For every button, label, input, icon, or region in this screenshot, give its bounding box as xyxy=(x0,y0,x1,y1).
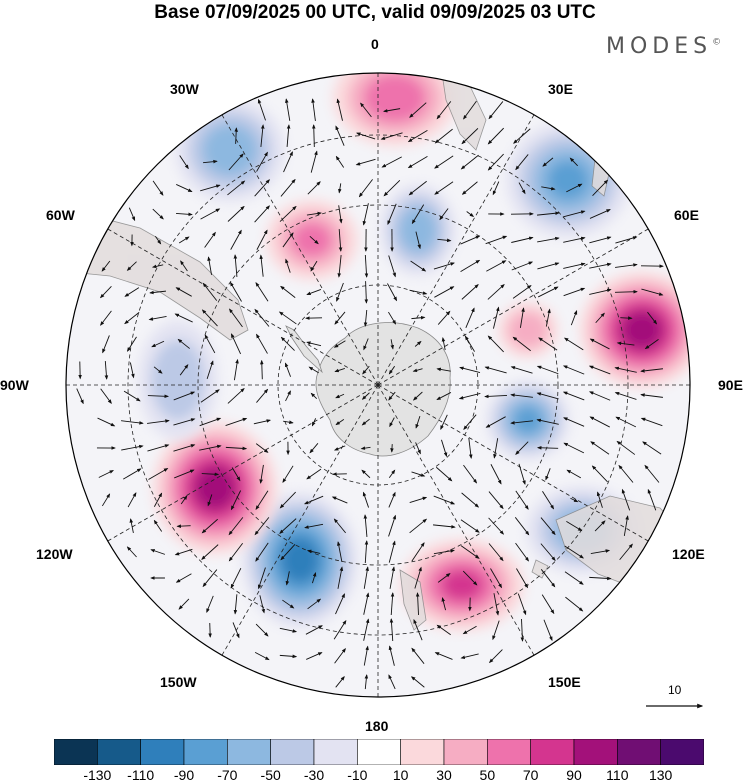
colorbar-label: 30 xyxy=(436,767,452,783)
brand-copyright: © xyxy=(712,37,722,48)
lon-label-120w: 120W xyxy=(36,546,73,562)
brand-logo: MODES© xyxy=(606,34,721,59)
colorbar-label: -70 xyxy=(217,767,238,783)
lon-label-0: 0 xyxy=(371,36,379,52)
negative-anomaly-90w xyxy=(138,320,218,440)
colorbar-label: 70 xyxy=(522,767,539,783)
map-title: Base 07/09/2025 00 UTC, valid 09/09/2025… xyxy=(154,2,596,23)
colorbar-label: 90 xyxy=(566,767,582,783)
colorbar-label: -30 xyxy=(303,767,325,783)
lon-label-150w: 150W xyxy=(160,674,197,690)
colorbar-label: 10 xyxy=(392,767,409,783)
colorbar-label: -110 xyxy=(127,767,155,783)
map-boundary xyxy=(65,72,691,698)
new-zealand xyxy=(399,569,427,631)
lon-label-30e: 30E xyxy=(548,81,573,97)
colorbar-swatch xyxy=(54,739,98,765)
reference-vector-label: 10 xyxy=(668,683,682,697)
colorbar-swatch xyxy=(617,739,661,765)
positive-anomaly-40w xyxy=(266,200,358,280)
colorbar xyxy=(54,739,704,765)
colorbar-label: -50 xyxy=(260,767,281,783)
negative-anomaly-30w xyxy=(175,98,285,202)
lon-label-90w: 90W xyxy=(0,377,29,393)
positive-anomaly-0 xyxy=(333,73,457,146)
lon-label-150e: 150E xyxy=(548,674,581,690)
colorbar-swatch xyxy=(530,739,575,765)
colorbar-swatch xyxy=(313,739,358,765)
antarctica xyxy=(315,322,451,457)
colorbar-swatch xyxy=(270,739,315,765)
lon-label-90e: 90E xyxy=(718,377,743,393)
reference-vector-arrow xyxy=(646,703,704,709)
wind-vectors xyxy=(76,98,664,690)
map-disk xyxy=(66,73,690,697)
colorbar-label: 130 xyxy=(648,767,673,783)
colorbar-swatch xyxy=(400,739,445,765)
colorbar-swatch xyxy=(357,739,401,765)
colorbar-swatch xyxy=(660,739,704,765)
lon-label-180: 180 xyxy=(365,718,389,734)
lon-label-60w: 60W xyxy=(46,207,75,223)
colorbar-label: -10 xyxy=(347,767,368,783)
negative-anomaly-30e xyxy=(506,122,630,238)
colorbar-swatch xyxy=(183,739,228,765)
anomaly-layer xyxy=(138,73,690,631)
colorbar-swatch xyxy=(487,739,531,765)
positive-anomaly-145e xyxy=(400,539,524,631)
colorbar-swatch xyxy=(443,739,488,765)
colorbar-swatch xyxy=(97,739,141,765)
colorbar-swatch xyxy=(140,739,185,765)
negative-anomaly-10e xyxy=(380,184,456,276)
brand-text: MODES xyxy=(606,34,713,59)
south-america xyxy=(69,209,249,341)
lon-label-60e: 60E xyxy=(674,207,699,223)
colorbar-label: -130 xyxy=(83,767,112,783)
graticule xyxy=(66,73,690,697)
colorbar-label: 50 xyxy=(479,767,496,783)
positive-anomaly-120w xyxy=(153,422,277,554)
lon-label-120e: 120E xyxy=(672,546,705,562)
lon-label-30w: 30W xyxy=(170,81,199,97)
colorbar-swatch xyxy=(227,739,271,765)
antarctic-peninsula xyxy=(285,325,323,374)
colorbar-swatch xyxy=(573,739,618,765)
colorbar-label: 110 xyxy=(606,767,629,783)
positive-anomaly-65e xyxy=(498,302,558,358)
land-layer xyxy=(69,73,690,631)
colorbar-label: -90 xyxy=(173,767,195,783)
